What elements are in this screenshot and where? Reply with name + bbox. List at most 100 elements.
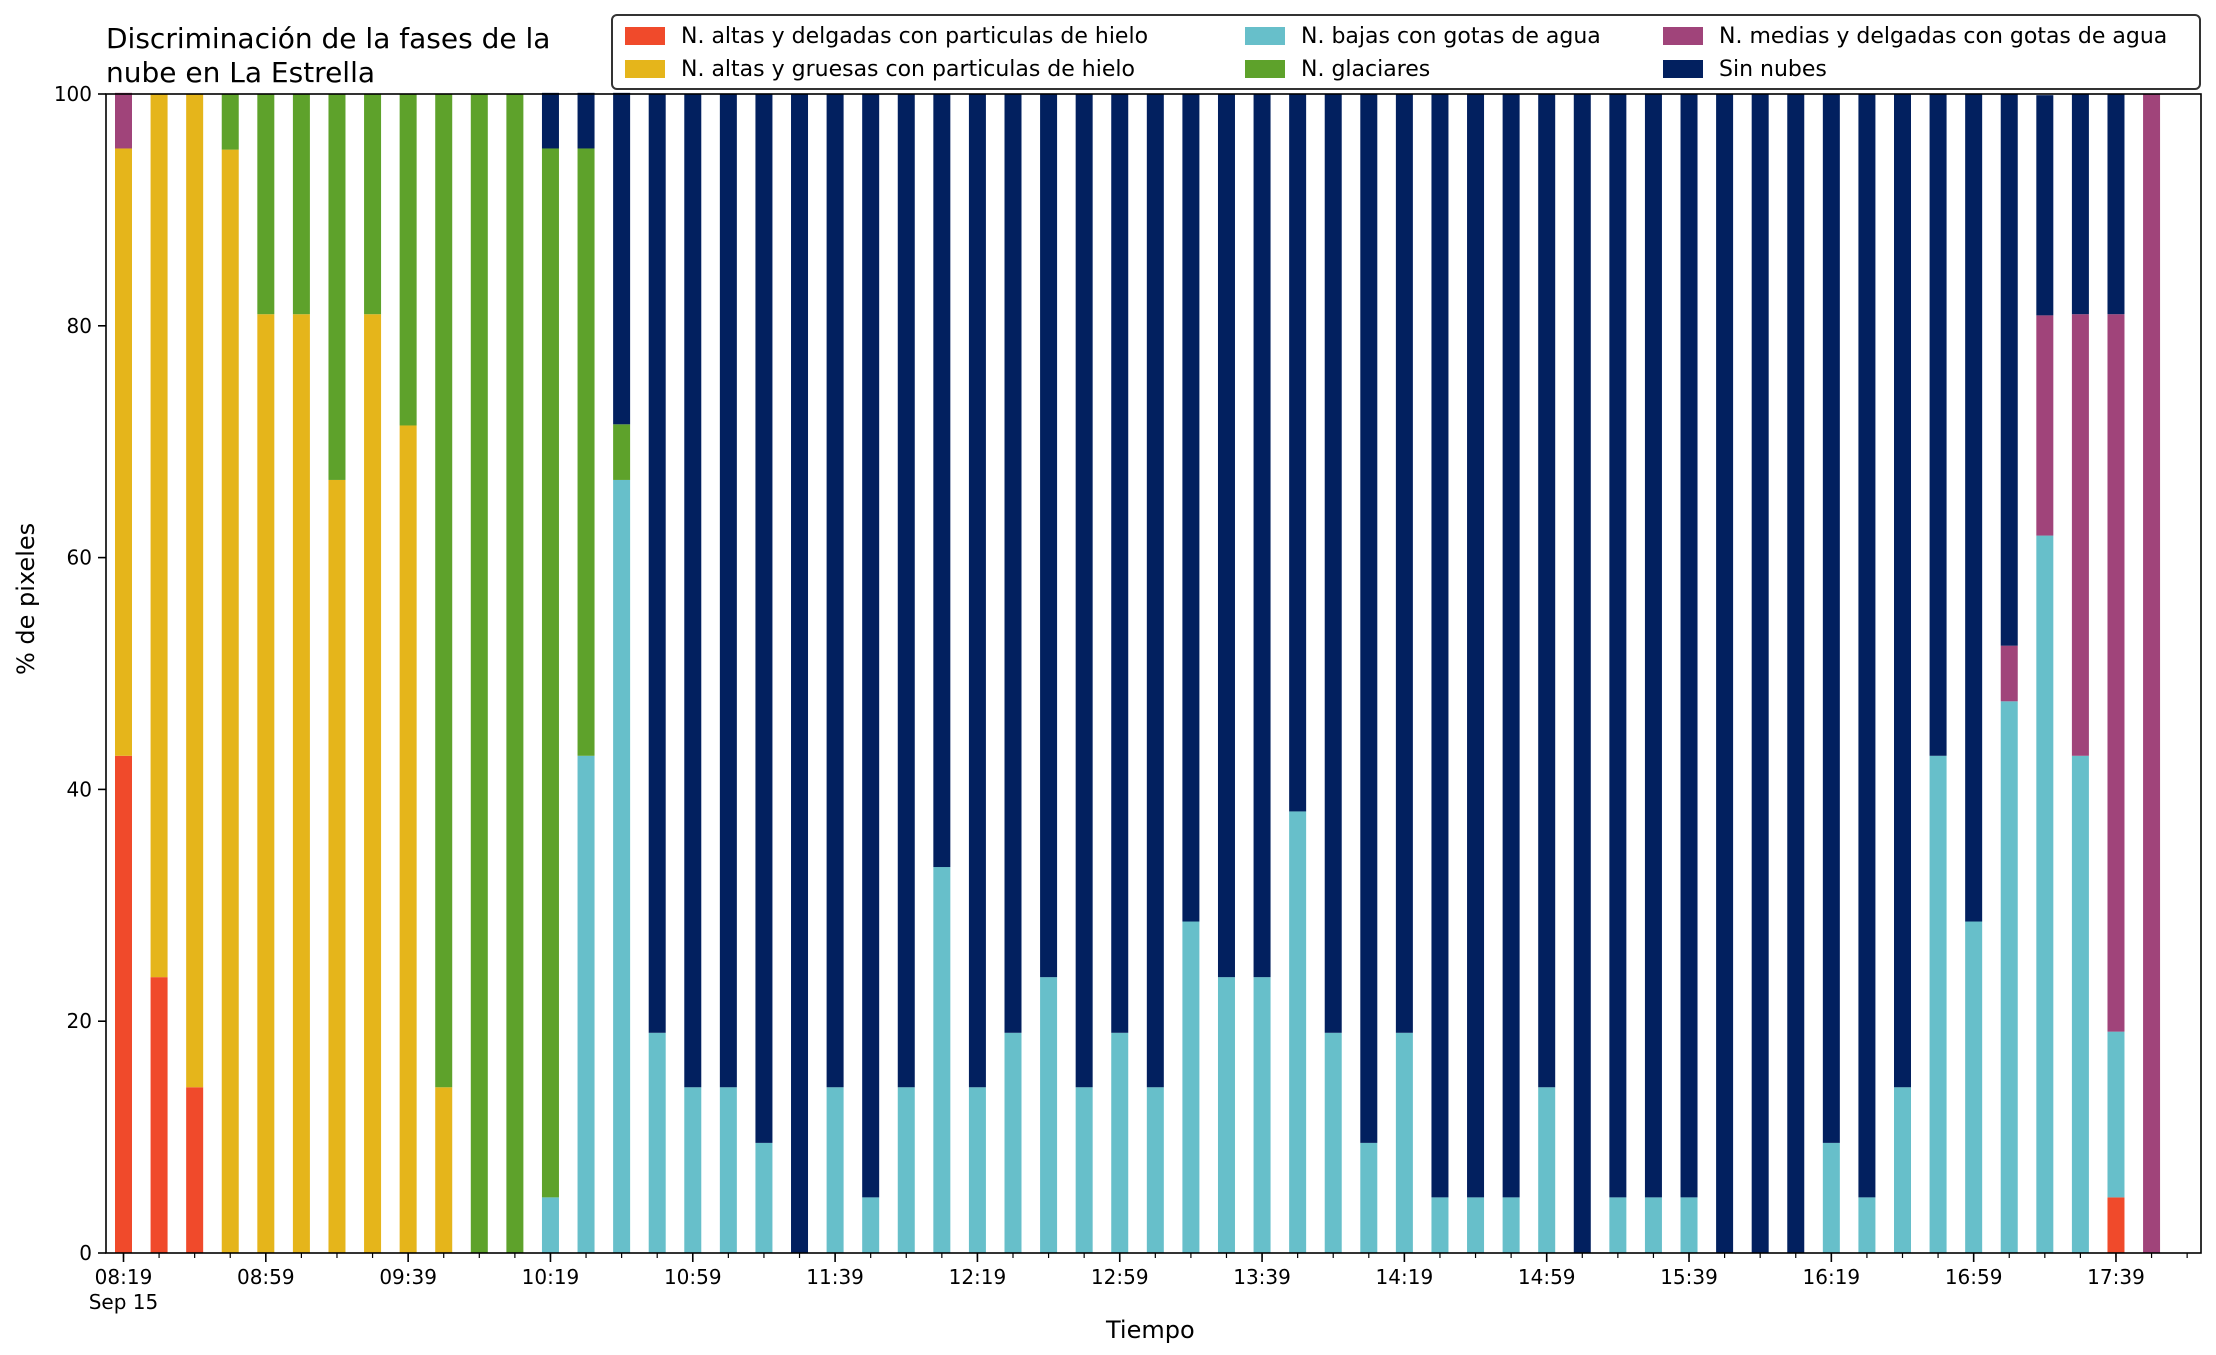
bar-segment [292,94,310,315]
bar-segment [613,92,631,425]
bar-segment [115,92,132,149]
bar-segment [862,1197,880,1253]
bar-segment [2107,1031,2125,1198]
bar-segment [1324,1032,1342,1253]
bar-segment [1040,94,1058,978]
bar-segment [1680,94,1698,1198]
legend-label: N. altas y gruesas con particulas de hie… [681,56,1135,82]
bar-segment [826,1087,844,1253]
bar-segment [1324,94,1342,1033]
bar-segment [1182,921,1200,1253]
bar-segment [399,94,417,426]
x-tick-label: 14:59 [1518,1265,1576,1289]
bar-segment [1075,1087,1093,1253]
chart-title-line-1: Discriminación de la fases de la [106,22,551,55]
legend-item-medias-agua: N. medias y delgadas con gotas de agua [1663,19,2167,53]
bars-layer [115,92,2161,1254]
bar-segment [648,1032,666,1253]
legend-swatch [1245,60,1285,78]
bar-segment [826,94,844,1088]
bar-segment [1431,94,1449,1198]
bar-segment [2071,94,2089,315]
bar-segment [1146,94,1164,1088]
bar-segment [2107,1197,2125,1253]
bar-segment [577,92,595,149]
bar-segment [2000,645,2018,702]
bar-segment [399,425,417,1254]
legend-swatch [625,27,665,45]
bar-segment [150,94,168,978]
legend-item-glaciares: N. glaciares [1245,52,1430,86]
bar-segment [292,314,310,1254]
bar-segment [328,94,346,480]
bar-segment [1680,1197,1698,1253]
x-tick-label: 09:39 [379,1265,437,1289]
bar-segment [1609,94,1627,1198]
bar-segment [1751,94,1769,1253]
bar-segment [755,94,773,1143]
bar-segment [1111,94,1129,1033]
bar-segment [1609,1197,1627,1253]
bar-segment [1111,1032,1129,1253]
legend-swatch [1663,27,1703,45]
bar-segment [1467,1197,1485,1253]
bar-segment [1075,94,1093,1088]
bar-segment [1360,1142,1378,1253]
bar-segment [2000,94,2018,646]
bar-segment [435,1087,453,1253]
bar-segment [933,94,951,868]
bar-segment [1395,1032,1413,1253]
bar-segment [577,755,595,1253]
bar-segment [1182,94,1200,922]
bar-segment [684,94,702,1088]
x-tick-label: 15:39 [1660,1265,1718,1289]
x-tick-label: 14:19 [1376,1265,1434,1289]
y-tick-label: 100 [54,82,92,106]
bar-segment [1894,94,1911,1088]
bar-segment [1289,811,1307,1253]
bar-segment [1395,94,1413,1033]
bar-segment [684,1087,702,1253]
bar-segment [1431,1197,1449,1253]
bar-segment [2107,94,2125,315]
bar-segment [2071,755,2089,1253]
y-tick-label: 40 [67,777,92,801]
bar-segment [1822,94,1840,1143]
chart-title-line-2: nube en La Estrella [106,56,376,89]
bar-segment [968,1087,986,1253]
bar-segment [1822,1142,1840,1253]
bar-segment [435,94,453,1088]
y-tick-label: 20 [67,1009,92,1033]
legend-label: N. glaciares [1301,56,1431,82]
bar-segment [2143,94,2161,1253]
legend-label: N. bajas con gotas de agua [1301,23,1601,49]
bar-segment [577,148,595,756]
bar-segment [1644,1197,1662,1253]
x-axis-label: Tiempo [1106,1316,1195,1344]
bar-segment [186,1087,204,1253]
bar-segment [1004,94,1022,1033]
bar-segment [719,1087,737,1253]
bar-segment [1573,94,1591,1253]
bar-segment [257,314,275,1254]
bar-segment [1253,977,1271,1253]
axes-layer: 0 20 40 60 80 100 08:19 08:59 09:39 10:19 10:59 11:… [54,82,2202,1314]
bar-segment [470,94,488,1253]
legend-swatch [1245,27,1285,45]
bar-segment [2071,314,2089,756]
bar-segment [1217,94,1235,978]
bar-segment [1894,1087,1911,1253]
bar-segment [221,149,239,1253]
bar-segment [1289,94,1307,812]
legend-item-sin-nubes: Sin nubes [1663,52,1827,86]
bar-segment [1040,977,1058,1253]
bar-segment [755,1142,773,1253]
bar-segment [2107,314,2125,1032]
x-tick-label: 16:19 [1803,1265,1861,1289]
y-axis-label: % de pixeles [12,522,40,675]
bar-segment [1858,1197,1876,1253]
x-date-label: Sep 15 [89,1290,159,1314]
bar-segment [1360,94,1378,1143]
bar-segment [364,314,382,1254]
bar-segment [933,867,951,1253]
